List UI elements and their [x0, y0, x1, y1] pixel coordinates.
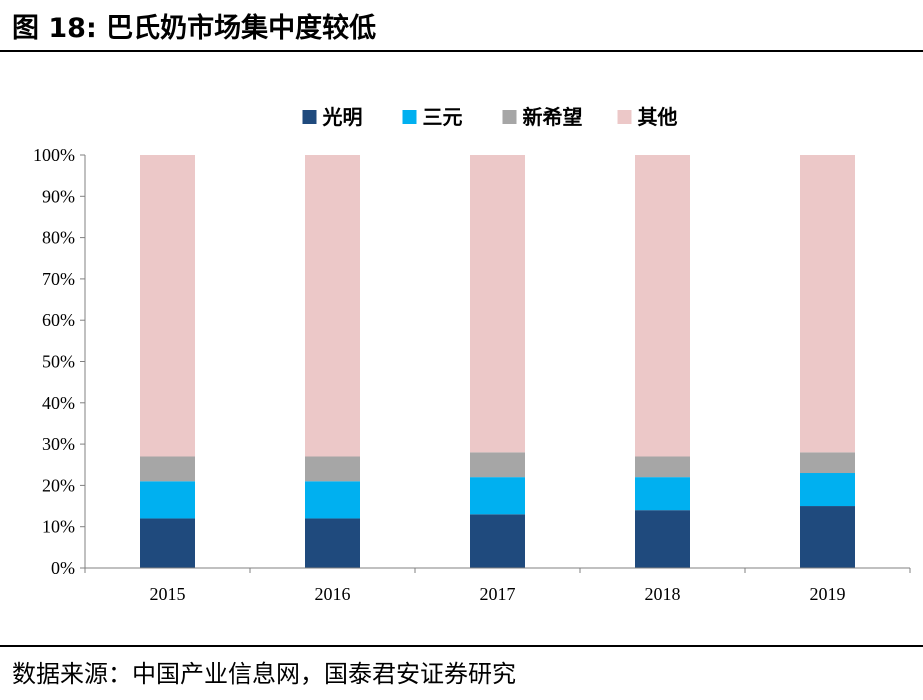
- bar-segment: [800, 506, 855, 568]
- y-tick-label: 20%: [42, 475, 75, 495]
- legend-swatch: [402, 110, 417, 124]
- bar-segment: [305, 481, 360, 519]
- bottom-rule: [0, 645, 923, 647]
- bar-segment: [305, 155, 360, 457]
- bar-segment: [140, 518, 195, 568]
- bars: [140, 155, 855, 568]
- legend-swatch: [302, 110, 317, 124]
- axes: 0% 10% 20% 30% 40% 50% 60% 70% 80% 90% 100% 2015 201…: [33, 145, 911, 604]
- bar-segment: [140, 456, 195, 482]
- bar-segment: [140, 155, 195, 457]
- y-tick-label: 60%: [42, 310, 75, 330]
- source-note: 数据来源：中国产业信息网，国泰君安证券研究: [12, 660, 516, 688]
- stacked-bar-chart: 光明 三元 新希望 其他 0% 10% 20% 30% 40% 50% 60% 70% 80% 90% 1…: [33, 105, 911, 604]
- bar-segment: [140, 481, 195, 519]
- legend-label: 新希望: [523, 105, 583, 129]
- x-tick-label: 2017: [480, 584, 516, 604]
- y-tick-label: 70%: [42, 269, 75, 289]
- y-tick-label: 10%: [42, 517, 75, 537]
- figure-title: 图 18: 巴氏奶市场集中度较低: [12, 13, 377, 44]
- bar-segment: [635, 155, 690, 457]
- y-tick-label: 80%: [42, 228, 75, 248]
- y-tick-label: 90%: [42, 186, 75, 206]
- bar-segment: [800, 452, 855, 474]
- x-tick-label: 2016: [315, 584, 351, 604]
- bar-segment: [635, 477, 690, 511]
- y-tick-label: 0%: [51, 558, 75, 578]
- top-rule: [0, 50, 923, 52]
- bar-segment: [470, 514, 525, 568]
- x-tick-label: 2019: [810, 584, 846, 604]
- legend-swatch: [617, 110, 632, 124]
- bar-segment: [470, 477, 525, 515]
- bar-segment: [305, 456, 360, 482]
- bar-segment: [635, 456, 690, 478]
- bar-segment: [470, 452, 525, 478]
- legend-label: 其他: [638, 105, 678, 129]
- legend-label: 光明: [322, 105, 363, 129]
- legend-swatch: [502, 110, 517, 124]
- bar-segment: [800, 155, 855, 453]
- y-tick-label: 100%: [33, 145, 75, 165]
- y-tick-label: 50%: [42, 352, 75, 372]
- x-tick-label: 2018: [645, 584, 681, 604]
- bar-segment: [305, 518, 360, 568]
- bar-segment: [635, 510, 690, 568]
- legend-label: 三元: [423, 105, 463, 129]
- y-tick-label: 40%: [42, 393, 75, 413]
- y-tick-label: 30%: [42, 434, 75, 454]
- bar-segment: [470, 155, 525, 453]
- legend: 光明 三元 新希望 其他: [302, 105, 678, 129]
- bar-segment: [800, 473, 855, 507]
- x-tick-label: 2015: [150, 584, 186, 604]
